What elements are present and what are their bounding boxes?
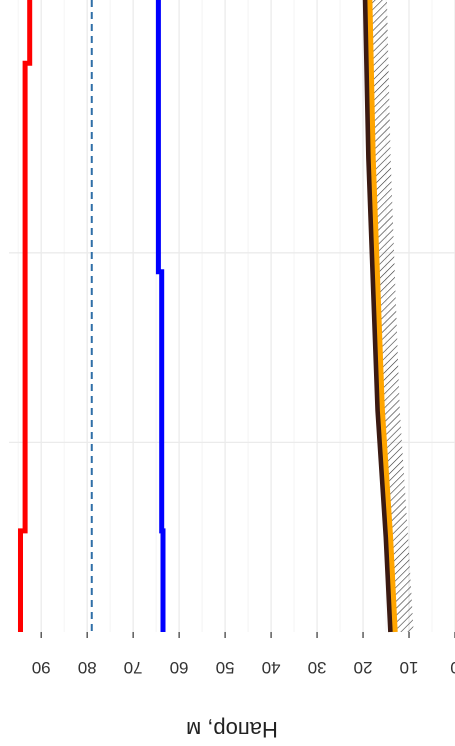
brown-series-line bbox=[362, 0, 394, 633]
orange-series-line bbox=[367, 0, 398, 633]
x-tick-label: 40 bbox=[262, 658, 281, 677]
hatched-area bbox=[366, 0, 414, 632]
grid bbox=[9, 0, 455, 632]
x-tick-label: 90 bbox=[32, 658, 51, 677]
x-axis: 90 80 70 60 50 40 30 20 10 0 bbox=[32, 632, 455, 677]
x-tick-label: 50 bbox=[216, 658, 235, 677]
x-tick-label: 70 bbox=[124, 658, 143, 677]
x-tick-label: 20 bbox=[354, 658, 373, 677]
x-tick-label: 30 bbox=[308, 658, 327, 677]
series-lines bbox=[18, 0, 398, 633]
red-series-line bbox=[18, 0, 33, 632]
x-tick-label: 80 bbox=[78, 658, 97, 677]
x-axis-title: Напор, м bbox=[186, 717, 278, 742]
x-tick-label: 10 bbox=[400, 658, 419, 677]
blue-series-line bbox=[155, 0, 166, 632]
x-tick-label: 60 bbox=[170, 658, 189, 677]
hatched-band bbox=[366, 0, 414, 632]
x-tick-label: 0 bbox=[450, 658, 455, 677]
